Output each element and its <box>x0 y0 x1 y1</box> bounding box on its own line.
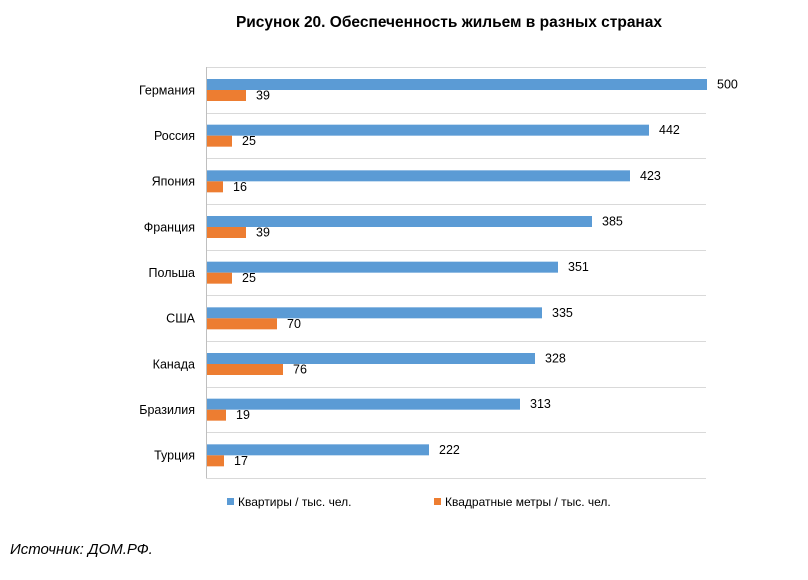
data-label-square-meters: 25 <box>242 134 256 148</box>
category-label: Германия <box>139 83 195 97</box>
category-label: США <box>166 312 195 326</box>
data-label-apartments: 442 <box>659 123 680 137</box>
legend-swatch-square-meters <box>434 498 441 505</box>
category-label: Польша <box>149 266 195 280</box>
data-label-apartments: 335 <box>552 306 573 320</box>
bar-apartments <box>207 353 535 364</box>
bar-square-meters <box>207 227 246 238</box>
bar-square-meters <box>207 455 224 467</box>
bar-square-meters <box>207 181 223 193</box>
category-label: Франция <box>144 220 195 234</box>
data-label-square-meters: 17 <box>234 454 248 468</box>
bar-square-meters <box>207 135 232 147</box>
bar-square-meters <box>207 272 232 284</box>
bar-square-meters <box>207 318 277 330</box>
bar-apartments <box>207 216 592 227</box>
legend: Квартиры / тыс. чел. Квадратные метры / … <box>227 495 611 509</box>
data-label-square-meters: 39 <box>256 89 270 103</box>
legend-label-apartments: Квартиры / тыс. чел. <box>238 495 351 509</box>
data-label-apartments: 385 <box>602 215 623 229</box>
bar-apartments <box>207 444 429 456</box>
data-label-square-meters: 76 <box>293 363 307 377</box>
bar-apartments <box>207 398 520 410</box>
category-label: Бразилия <box>139 403 195 417</box>
source-note: Источник: ДОМ.РФ. <box>10 541 153 558</box>
category-label: Канада <box>153 357 195 371</box>
bar-apartments <box>207 307 542 319</box>
data-label-square-meters: 19 <box>236 408 250 422</box>
data-label-square-meters: 39 <box>256 226 270 240</box>
data-label-apartments: 500 <box>717 78 738 92</box>
data-label-apartments: 222 <box>439 443 460 457</box>
bar-apartments <box>207 79 707 90</box>
data-label-square-meters: 25 <box>242 271 256 285</box>
bar-square-meters <box>207 409 226 421</box>
category-label: Турция <box>154 449 195 463</box>
bar-apartments <box>207 261 558 273</box>
data-label-apartments: 328 <box>545 352 566 366</box>
bar-square-meters <box>207 90 246 101</box>
data-label-apartments: 351 <box>568 260 589 274</box>
category-label: Россия <box>154 129 195 143</box>
legend-swatch-apartments <box>227 498 234 505</box>
legend-label-square-meters: Квадратные метры / тыс. чел. <box>445 495 611 509</box>
gridlines <box>206 67 706 479</box>
bars <box>207 79 707 467</box>
bar-apartments <box>207 170 630 182</box>
category-label: Япония <box>152 175 195 189</box>
bar-apartments <box>207 124 649 136</box>
labels: Германия 500 39 Россия 442 25 Япония 423 16 Франц… <box>139 78 738 468</box>
data-label-apartments: 423 <box>640 169 661 183</box>
chart-title: Рисунок 20. Обеспеченность жильем в разн… <box>236 14 662 31</box>
data-label-square-meters: 16 <box>233 180 247 194</box>
bar-square-meters <box>207 364 283 375</box>
data-label-apartments: 313 <box>530 397 551 411</box>
data-label-square-meters: 70 <box>287 317 301 331</box>
